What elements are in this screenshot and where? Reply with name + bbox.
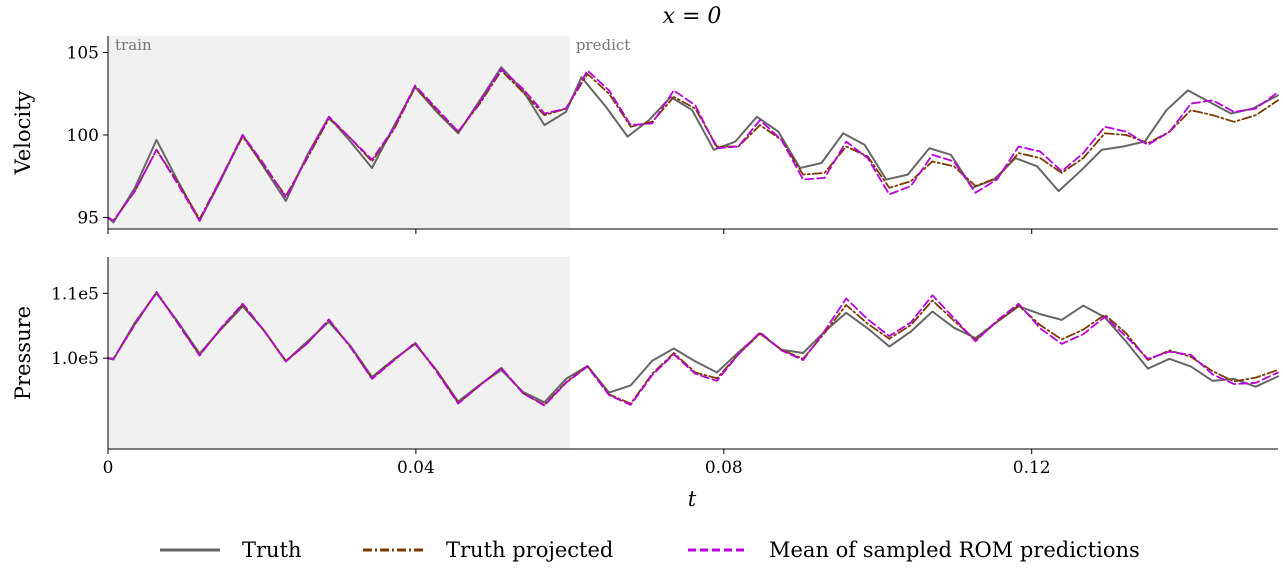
x-axis-title: t [688, 487, 697, 511]
y-tick-label: 100 [67, 126, 99, 146]
series-line-mean-of-sampled-rom-predictions [107, 291, 1279, 407]
figure-title: x = 0 [663, 4, 722, 29]
predict-label: predict [576, 36, 630, 54]
series-line-mean-of-sampled-rom-predictions [107, 68, 1279, 222]
pressure-y-ticks: 1.0e5 1.1e5 [51, 284, 108, 369]
series-line-truth [107, 66, 1279, 224]
y-tick-label: 95 [77, 208, 99, 228]
pressure-x-ticks: 0 0.04 0.08 0.12 [103, 449, 1051, 478]
velocity-series-lines [107, 66, 1279, 224]
x-tick-label: 0.08 [705, 458, 743, 478]
velocity-panel: train predict 95 100 105 Velocity [11, 36, 1279, 234]
legend: Truth Truth projected Mean of sampled RO… [160, 538, 1140, 562]
y-tick-label: 105 [67, 43, 99, 63]
train-region [108, 36, 570, 229]
velocity-y-ticks: 95 100 105 [67, 43, 108, 228]
train-region [108, 257, 570, 449]
legend-label-rom-mean: Mean of sampled ROM predictions [769, 538, 1140, 562]
x-tick-label: 0.12 [1013, 458, 1051, 478]
pressure-series-lines [107, 291, 1279, 407]
x-tick-label: 0.04 [397, 458, 435, 478]
y-tick-label: 1.1e5 [51, 284, 99, 304]
pressure-y-axis-title: Pressure [11, 306, 35, 400]
legend-label-truth: Truth [242, 538, 302, 562]
x-tick-label: 0 [103, 458, 114, 478]
y-tick-label: 1.0e5 [51, 349, 99, 369]
train-label: train [115, 36, 152, 54]
pressure-panel: 1.0e5 1.1e5 0 0.04 0.08 0.12 Pressure [11, 257, 1279, 478]
legend-label-truth-projected: Truth projected [446, 538, 613, 562]
velocity-y-axis-title: Velocity [11, 90, 35, 175]
velocity-x-ticks [107, 229, 1033, 234]
